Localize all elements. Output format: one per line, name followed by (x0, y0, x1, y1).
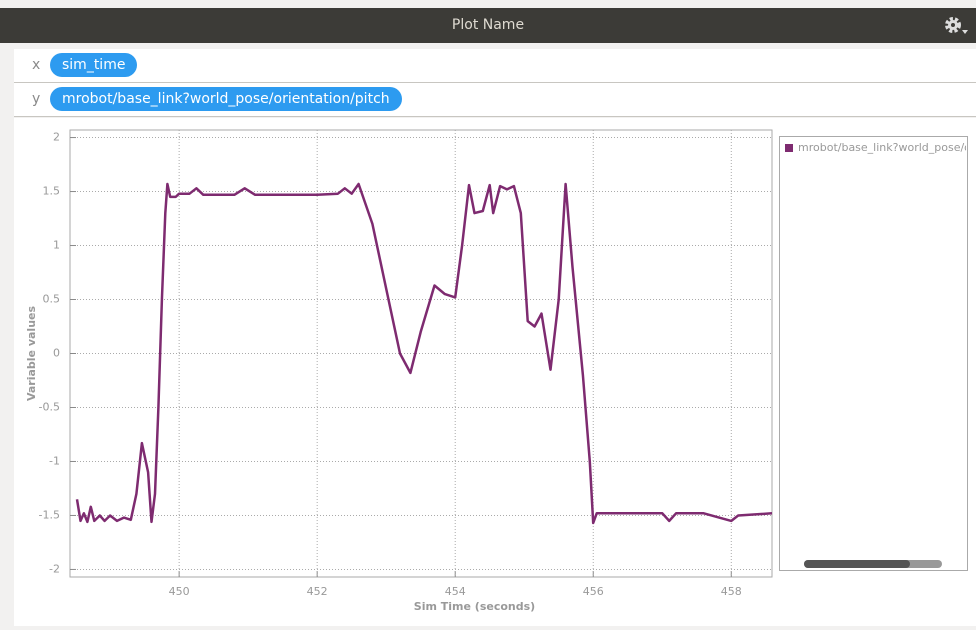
y-field-chip[interactable]: mrobot/base_link?world_pose/orientation/… (50, 87, 402, 111)
y-tick-label: 1.5 (43, 185, 61, 198)
y-tick-label: 1 (53, 239, 60, 252)
x-field-row: x sim_time (14, 49, 976, 83)
x-field-chip[interactable]: sim_time (50, 53, 138, 77)
y-axis-label: Variable values (25, 306, 38, 402)
y-tick-label: 0.5 (43, 293, 61, 306)
y-field-label: y (32, 91, 41, 107)
x-tick-label: 450 (169, 585, 190, 598)
y-field-row: y mrobot/base_link?world_pose/orientatio… (14, 83, 976, 117)
y-tick-label: 2 (53, 131, 60, 144)
x-field-label: x (32, 57, 41, 73)
y-tick-label: -0.5 (39, 400, 60, 413)
y-tick-label: -1 (49, 454, 60, 467)
y-tick-label: -2 (49, 562, 60, 575)
x-tick-label: 458 (721, 585, 742, 598)
y-tick-label: 0 (53, 347, 60, 360)
series-line (75, 182, 773, 525)
legend-label: mrobot/base_link?world_pose/orientation/… (798, 141, 976, 154)
x-tick-label: 452 (307, 585, 328, 598)
plot-title: Plot Name (451, 17, 525, 33)
legend-entry: mrobot/base_link?world_pose/orientation/… (798, 141, 976, 154)
x-tick-label: 454 (445, 585, 466, 598)
settings-button[interactable] (942, 14, 970, 38)
legend-scroll-thumb[interactable] (804, 560, 910, 568)
legend-box (779, 136, 968, 571)
x-tick-label: 456 (583, 585, 604, 598)
x-axis-label: Sim Time (seconds) (414, 600, 535, 613)
title-bar: Plot Name (0, 8, 976, 43)
y-tick-label: -1.5 (39, 508, 60, 521)
legend-swatch (785, 144, 793, 152)
